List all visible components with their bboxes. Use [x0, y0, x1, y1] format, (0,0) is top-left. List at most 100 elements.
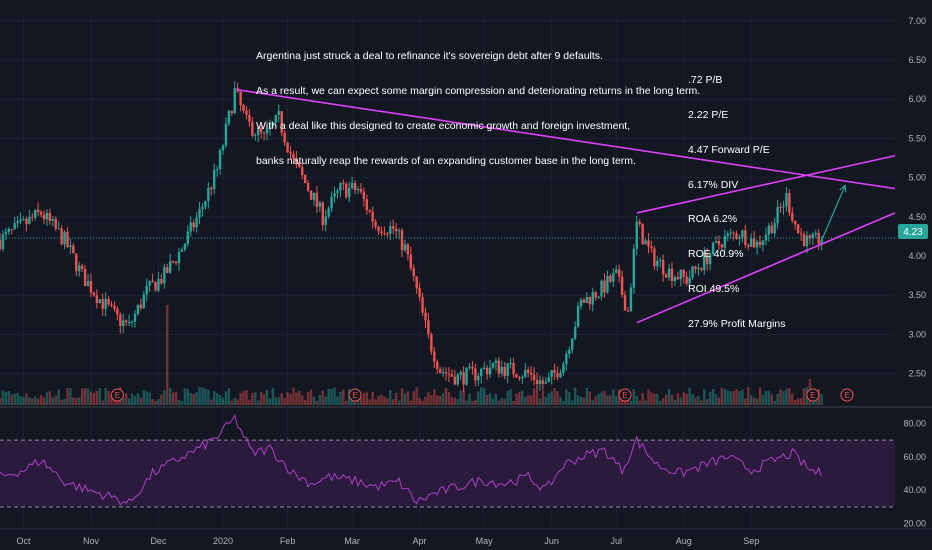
candle-body[interactable] — [773, 223, 776, 234]
candle-body[interactable] — [600, 280, 603, 297]
candle-body[interactable] — [691, 266, 694, 278]
candle-body[interactable] — [741, 230, 744, 238]
candle-body[interactable] — [19, 219, 22, 222]
candle-body[interactable] — [535, 380, 539, 385]
candle-body[interactable] — [133, 313, 137, 322]
candle-body[interactable] — [685, 276, 688, 284]
candle-body[interactable] — [594, 292, 597, 298]
candle-body[interactable] — [579, 299, 583, 307]
candle-body[interactable] — [711, 242, 715, 255]
candle-body[interactable] — [468, 366, 471, 368]
candle-body[interactable] — [524, 369, 527, 377]
candle-body[interactable] — [571, 338, 574, 351]
earnings-marker[interactable] — [348, 388, 362, 402]
candle-body[interactable] — [39, 212, 43, 215]
candle-body[interactable] — [515, 374, 518, 378]
candle-body[interactable] — [312, 192, 316, 200]
candle-body[interactable] — [257, 127, 260, 135]
candle-body[interactable] — [210, 187, 213, 190]
candle-body[interactable] — [629, 287, 633, 312]
candle-body[interactable] — [380, 231, 383, 234]
candle-body[interactable] — [568, 350, 571, 354]
candle-body[interactable] — [75, 253, 78, 272]
candle-body[interactable] — [166, 267, 169, 273]
candle-body[interactable] — [180, 249, 184, 252]
candle-body[interactable] — [565, 353, 568, 365]
candle-body[interactable] — [345, 183, 348, 198]
candle-body[interactable] — [139, 304, 143, 309]
candle-body[interactable] — [738, 237, 741, 239]
candle-body[interactable] — [529, 372, 533, 375]
candle-body[interactable] — [582, 299, 586, 304]
candle-body[interactable] — [136, 304, 140, 314]
candle-body[interactable] — [714, 240, 718, 243]
candle-body[interactable] — [635, 221, 638, 249]
candle-body[interactable] — [295, 158, 298, 163]
candle-body[interactable] — [168, 261, 172, 273]
valuation-stats-note[interactable]: .72 P/B 2.22 P/E 4.47 Forward P/E 6.17% … — [688, 52, 785, 342]
candle-body[interactable] — [48, 212, 52, 221]
trendline[interactable] — [636, 154, 896, 214]
candle-body[interactable] — [368, 210, 371, 212]
candle-body[interactable] — [638, 221, 641, 224]
candle-body[interactable] — [588, 297, 592, 305]
candle-body[interactable] — [25, 218, 28, 224]
candle-body[interactable] — [148, 280, 151, 286]
candle-body[interactable] — [471, 366, 474, 369]
candle-body[interactable] — [116, 308, 119, 315]
candle-body[interactable] — [726, 233, 729, 237]
candle-body[interactable] — [265, 128, 269, 134]
candle-body[interactable] — [585, 297, 589, 304]
candle-body[interactable] — [456, 374, 459, 385]
candle-body[interactable] — [477, 375, 480, 381]
time-axis[interactable]: Oct Nov Dec 2020 Feb Mar Apr May Jun Jul Aug Sep — [16, 536, 759, 546]
candle-body[interactable] — [782, 206, 785, 208]
candle-body[interactable] — [224, 123, 228, 146]
candle-body[interactable] — [303, 175, 307, 183]
candle-body[interactable] — [796, 224, 800, 234]
candle-body[interactable] — [750, 238, 753, 247]
candle-body[interactable] — [213, 169, 216, 190]
candle-body[interactable] — [321, 202, 324, 225]
candle-body[interactable] — [617, 269, 621, 277]
candle-body[interactable] — [13, 223, 16, 230]
candle-body[interactable] — [42, 214, 46, 220]
candle-body[interactable] — [485, 367, 489, 375]
upcoming-earnings-marker[interactable] — [840, 388, 854, 402]
candle-body[interactable] — [160, 279, 163, 284]
candle-body[interactable] — [7, 229, 11, 233]
candle-body[interactable] — [788, 193, 791, 213]
candle-body[interactable] — [406, 244, 410, 255]
candle-body[interactable] — [130, 321, 134, 323]
candle-body[interactable] — [661, 259, 665, 275]
candle-body[interactable] — [409, 254, 413, 269]
candle-body[interactable] — [791, 212, 794, 221]
candle-body[interactable] — [177, 251, 181, 264]
candle-body[interactable] — [441, 372, 445, 374]
candle-body[interactable] — [198, 208, 201, 218]
candle-body[interactable] — [462, 372, 465, 385]
candle-body[interactable] — [4, 232, 8, 235]
candle-body[interactable] — [350, 183, 354, 189]
candle-body[interactable] — [802, 234, 806, 247]
candle-body[interactable] — [318, 202, 322, 207]
candle-body[interactable] — [418, 288, 421, 298]
candle-body[interactable] — [632, 248, 636, 288]
candle-body[interactable] — [450, 374, 454, 377]
candle-body[interactable] — [705, 252, 709, 265]
candle-body[interactable] — [221, 145, 225, 151]
candle-body[interactable] — [154, 282, 157, 291]
candle-body[interactable] — [174, 261, 178, 264]
candle-body[interactable] — [327, 208, 330, 217]
candle-body[interactable] — [412, 268, 415, 277]
candle-body[interactable] — [268, 126, 272, 129]
candle-body[interactable] — [653, 248, 656, 267]
candle-body[interactable] — [28, 216, 31, 224]
candle-body[interactable] — [195, 217, 198, 228]
candle-body[interactable] — [333, 193, 336, 197]
candle-body[interactable] — [732, 232, 735, 234]
candle-body[interactable] — [650, 246, 653, 249]
candle-body[interactable] — [371, 211, 374, 222]
candle-body[interactable] — [274, 114, 278, 123]
